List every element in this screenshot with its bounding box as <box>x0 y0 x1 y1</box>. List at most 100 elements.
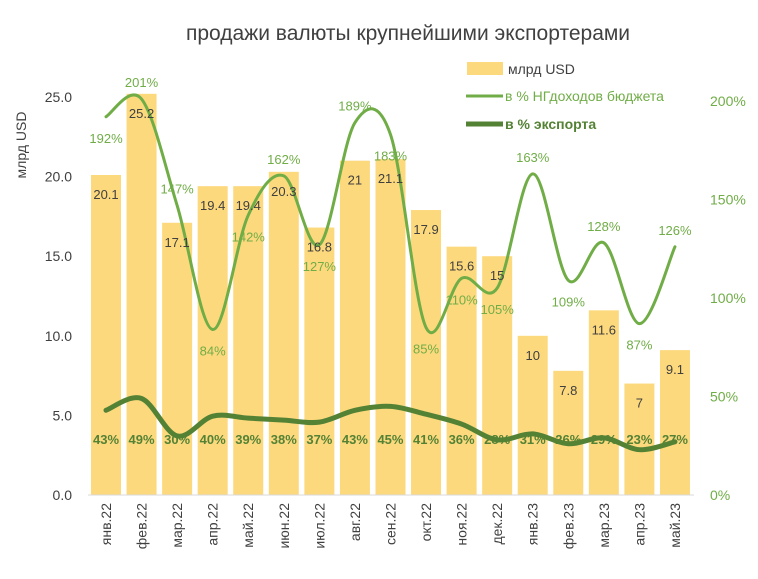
export-share-label: 28% <box>484 432 510 447</box>
export-share-label: 27% <box>662 432 688 447</box>
export-share-label: 43% <box>342 432 368 447</box>
y-tick-label: 5.0 <box>53 407 73 423</box>
export-share-label: 41% <box>413 432 439 447</box>
budget-share-label: 110% <box>445 292 478 307</box>
bar-value-label: 10 <box>525 348 539 363</box>
export-share-label: 38% <box>271 432 297 447</box>
budget-share-label: 109% <box>552 294 586 309</box>
bar <box>339 160 370 495</box>
x-tick-label: мар.22 <box>169 503 185 548</box>
legend-swatch-bar <box>467 62 503 75</box>
legend-label-budget: в % НГдоходов бюджета <box>505 88 664 104</box>
export-share-label: 23% <box>626 432 652 447</box>
bar <box>162 222 193 495</box>
x-tick-label: фев.23 <box>560 503 576 549</box>
x-tick-label: янв.22 <box>98 503 114 545</box>
export-share-label: 49% <box>129 432 155 447</box>
legend-label-bar: млрд USD <box>508 61 575 77</box>
budget-share-label: 127% <box>303 259 337 274</box>
x-tick-label: ноя.22 <box>454 503 470 546</box>
bar <box>304 227 335 495</box>
bar-value-label: 20.1 <box>93 187 118 202</box>
legend-label-export: в % экспорта <box>505 116 596 132</box>
bar-value-label: 7 <box>636 396 643 411</box>
bar <box>517 335 548 495</box>
export-share-label: 36% <box>449 432 475 447</box>
budget-share-label: 163% <box>516 150 550 165</box>
budget-share-label: 147% <box>160 181 194 196</box>
export-share-line <box>103 395 678 453</box>
y-tick-label: 15.0 <box>45 248 72 264</box>
export-share-label: 45% <box>377 432 403 447</box>
y-tick-label: 25.0 <box>45 89 72 105</box>
bar-value-label: 19.4 <box>200 198 225 213</box>
budget-share-label: 162% <box>267 152 301 167</box>
bar-value-label: 25.2 <box>129 106 154 121</box>
budget-share-label: 128% <box>587 219 621 234</box>
x-tick-label: окт.22 <box>418 503 434 542</box>
bar <box>588 310 619 495</box>
bar-value-label: 15.6 <box>449 259 474 274</box>
bar-value-label: 9.1 <box>666 362 684 377</box>
export-share-label: 37% <box>306 432 332 447</box>
export-share-label: 39% <box>235 432 261 447</box>
legend: млрд USD в % НГдоходов бюджета в % экспо… <box>466 61 664 132</box>
x-tick-label: апр.23 <box>631 503 647 546</box>
bar-value-label: 11.6 <box>592 322 616 337</box>
bar-value-label: 21.1 <box>378 171 403 186</box>
x-tick-label: июл.22 <box>311 503 327 549</box>
budget-share-label: 105% <box>481 302 515 317</box>
budget-share-label: 84% <box>200 344 226 359</box>
x-tick-label: авг.22 <box>347 503 363 541</box>
bar-value-label: 20.3 <box>271 184 296 199</box>
budget-share-line <box>104 93 677 335</box>
export-share-label: 43% <box>93 432 119 447</box>
bar <box>197 186 228 496</box>
export-share-label: 40% <box>200 432 226 447</box>
y-axis-label: млрд USD <box>13 112 29 179</box>
bar <box>375 159 406 495</box>
y-tick-label: 20.0 <box>45 169 72 185</box>
y-tick-label: 10.0 <box>45 328 72 344</box>
export-share-label: 31% <box>520 432 546 447</box>
budget-share-label: 183% <box>374 148 408 163</box>
bar-value-label: 19.4 <box>236 198 261 213</box>
y-tick-label: 0.0 <box>53 487 73 503</box>
x-tick-label: янв.23 <box>525 503 541 545</box>
x-tick-label: апр.22 <box>205 503 221 546</box>
x-tick-label: сен.22 <box>382 503 398 545</box>
bar-value-label: 15 <box>490 268 504 283</box>
bar <box>624 383 655 495</box>
bar <box>411 210 442 496</box>
x-tick-label: июн.22 <box>276 503 292 549</box>
x-tick-label: май.23 <box>667 503 683 548</box>
budget-share-label: 87% <box>626 338 652 353</box>
x-tick-label: дек.22 <box>489 503 505 545</box>
export-share-label: 30% <box>164 432 190 447</box>
export-share-label: 26% <box>555 432 581 447</box>
bar <box>482 256 513 495</box>
budget-share-label: 85% <box>413 342 439 357</box>
budget-share-label: 126% <box>658 223 692 238</box>
bar <box>268 171 299 495</box>
y2-tick-label: 150% <box>710 192 746 208</box>
y2-tick-label: 50% <box>710 389 738 405</box>
bar-value-label: 16.8 <box>307 240 332 255</box>
bar-value-label: 7.8 <box>559 383 577 398</box>
bar <box>91 175 121 495</box>
bar-value-label: 17.9 <box>413 222 438 237</box>
y2-tick-label: 0% <box>710 487 730 503</box>
chart-title: продажи валюты крупнейшими экспортерами <box>186 22 630 45</box>
budget-share-label: 192% <box>89 131 123 146</box>
bar <box>233 186 264 496</box>
y2-tick-label: 100% <box>710 290 746 306</box>
x-tick-label: фев.22 <box>134 503 150 549</box>
bar-value-label: 17.1 <box>164 235 189 250</box>
bar <box>126 93 157 495</box>
x-tick-label: мар.23 <box>596 503 612 548</box>
bar <box>659 350 690 495</box>
y2-tick-label: 200% <box>710 93 746 109</box>
x-tick-label: май.22 <box>240 503 256 548</box>
budget-share-label: 189% <box>338 99 372 114</box>
